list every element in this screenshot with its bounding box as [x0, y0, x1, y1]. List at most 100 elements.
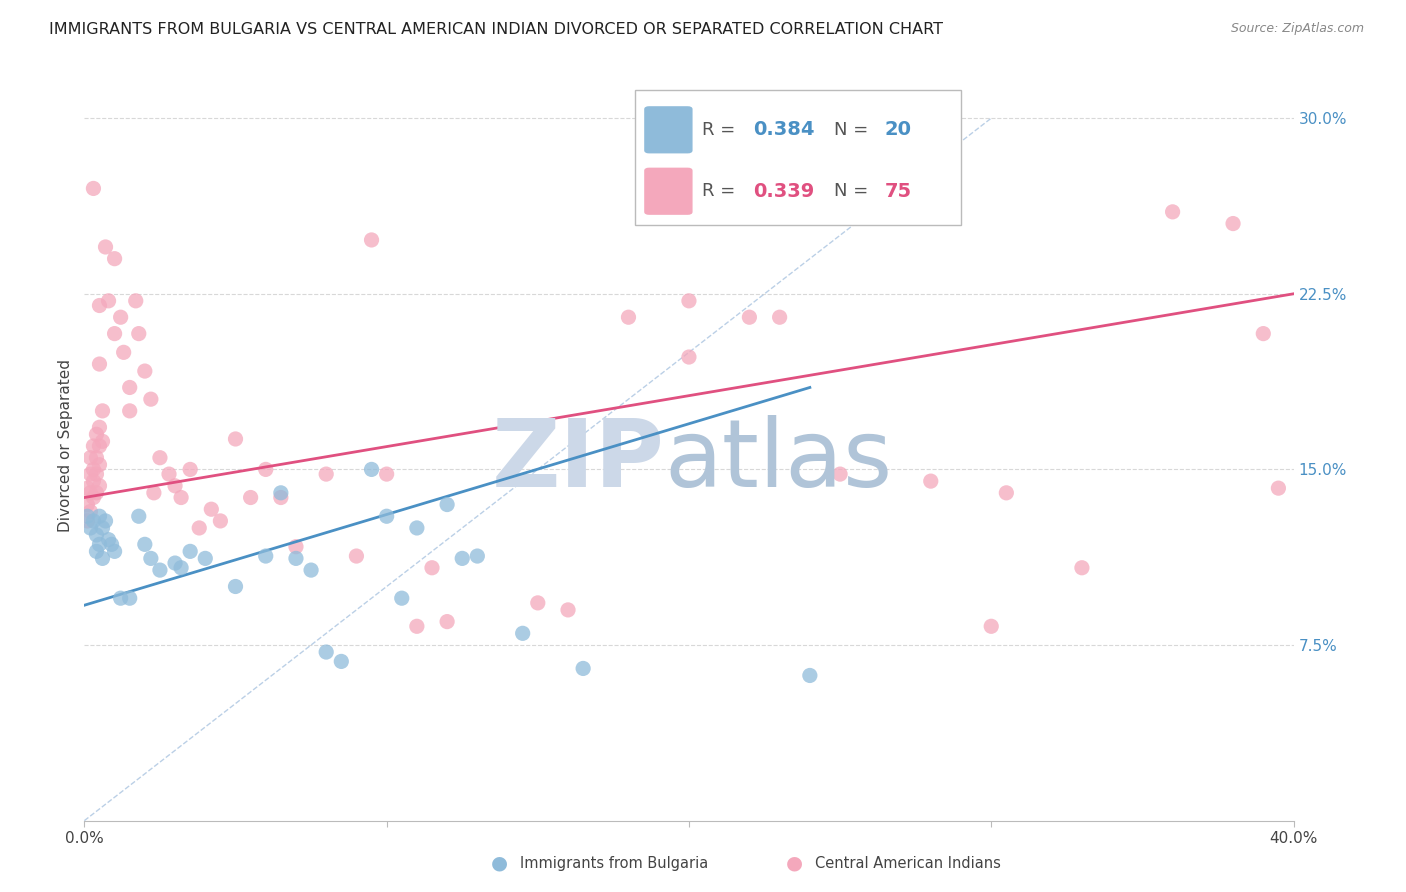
- Point: [512, 626, 534, 640]
- FancyBboxPatch shape: [644, 106, 693, 153]
- Point: [112, 345, 135, 359]
- Point: [104, 544, 127, 558]
- Point: [830, 467, 852, 482]
- Point: [149, 563, 172, 577]
- Point: [91, 551, 114, 566]
- Text: 75: 75: [884, 182, 912, 201]
- Point: [406, 619, 429, 633]
- Text: 20: 20: [884, 120, 912, 139]
- Point: [97, 533, 120, 547]
- Point: [678, 293, 700, 308]
- FancyBboxPatch shape: [644, 168, 693, 215]
- Point: [100, 537, 122, 551]
- Point: [82, 439, 104, 453]
- Point: [82, 181, 104, 195]
- Point: [91, 521, 114, 535]
- Point: [315, 467, 337, 482]
- Text: Source: ZipAtlas.com: Source: ZipAtlas.com: [1230, 22, 1364, 36]
- Point: [76, 481, 98, 495]
- Point: [360, 462, 382, 476]
- Point: [104, 326, 127, 341]
- Point: [110, 591, 132, 606]
- Point: [1222, 217, 1244, 231]
- Text: IMMIGRANTS FROM BULGARIA VS CENTRAL AMERICAN INDIAN DIVORCED OR SEPARATED CORREL: IMMIGRANTS FROM BULGARIA VS CENTRAL AMER…: [49, 22, 943, 37]
- Point: [79, 521, 101, 535]
- Point: [118, 591, 141, 606]
- Point: [391, 591, 413, 606]
- Point: [76, 509, 98, 524]
- Point: [799, 668, 821, 682]
- Text: Immigrants from Bulgaria: Immigrants from Bulgaria: [520, 856, 709, 871]
- Point: [179, 544, 201, 558]
- Text: 0.384: 0.384: [754, 120, 814, 139]
- Point: [86, 467, 108, 482]
- Point: [82, 491, 104, 505]
- Point: [1161, 204, 1184, 219]
- Point: [89, 298, 111, 313]
- Point: [285, 551, 308, 566]
- Point: [94, 514, 117, 528]
- Point: [980, 619, 1002, 633]
- Point: [89, 537, 111, 551]
- Point: [76, 514, 98, 528]
- Point: [149, 450, 172, 465]
- Point: [360, 233, 382, 247]
- Point: [254, 549, 277, 563]
- Point: [89, 439, 111, 453]
- Point: [406, 521, 429, 535]
- FancyBboxPatch shape: [634, 90, 962, 225]
- Point: [82, 514, 104, 528]
- Text: R =: R =: [702, 182, 741, 200]
- Text: N =: N =: [834, 120, 875, 139]
- Point: [270, 491, 292, 505]
- Point: [769, 310, 792, 325]
- Point: [678, 350, 700, 364]
- Point: [188, 521, 211, 535]
- Point: [91, 404, 114, 418]
- Point: [86, 544, 108, 558]
- Point: [89, 420, 111, 434]
- Point: [91, 434, 114, 449]
- Point: [79, 485, 101, 500]
- Point: [170, 491, 193, 505]
- Point: [170, 561, 193, 575]
- Text: 0.339: 0.339: [754, 182, 814, 201]
- Point: [118, 404, 141, 418]
- Point: [179, 462, 201, 476]
- Point: [82, 474, 104, 488]
- Point: [142, 485, 165, 500]
- Point: [128, 509, 150, 524]
- Point: [209, 514, 232, 528]
- Point: [451, 551, 474, 566]
- Point: [139, 551, 162, 566]
- Text: Central American Indians: Central American Indians: [815, 856, 1001, 871]
- Point: [527, 596, 550, 610]
- Point: [79, 467, 101, 482]
- Point: [79, 450, 101, 465]
- Point: [920, 474, 942, 488]
- Point: [86, 427, 108, 442]
- Point: [346, 549, 368, 563]
- Point: [139, 392, 162, 407]
- Point: [134, 364, 156, 378]
- Point: [165, 556, 187, 570]
- Point: [157, 467, 180, 482]
- Point: [709, 112, 731, 126]
- Point: [94, 240, 117, 254]
- Point: [82, 462, 104, 476]
- Text: atlas: atlas: [665, 415, 893, 507]
- Point: [97, 293, 120, 308]
- Point: [572, 661, 595, 675]
- Point: [134, 537, 156, 551]
- Point: [557, 603, 579, 617]
- Text: ●: ●: [491, 854, 508, 873]
- Point: [118, 380, 141, 394]
- Point: [920, 193, 942, 207]
- Point: [194, 551, 217, 566]
- Text: N =: N =: [834, 182, 875, 200]
- Point: [1071, 561, 1094, 575]
- Point: [86, 485, 108, 500]
- Point: [76, 498, 98, 512]
- Point: [225, 432, 247, 446]
- Y-axis label: Divorced or Separated: Divorced or Separated: [58, 359, 73, 533]
